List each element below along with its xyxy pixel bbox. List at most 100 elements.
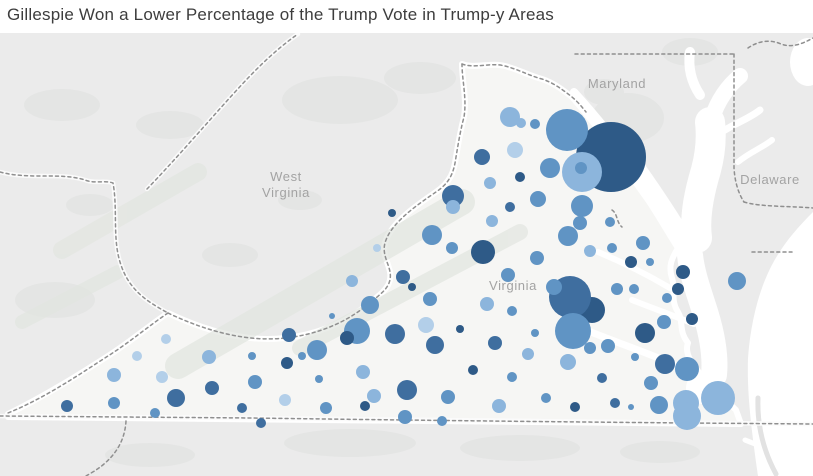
county-bubble[interactable] bbox=[422, 225, 442, 245]
county-bubble[interactable] bbox=[675, 357, 699, 381]
county-bubble[interactable] bbox=[484, 177, 496, 189]
county-bubble[interactable] bbox=[248, 352, 256, 360]
county-bubble[interactable] bbox=[515, 172, 525, 182]
county-bubble[interactable] bbox=[237, 403, 247, 413]
county-bubble[interactable] bbox=[584, 245, 596, 257]
county-bubble[interactable] bbox=[507, 306, 517, 316]
county-bubble[interactable] bbox=[107, 368, 121, 382]
county-bubble[interactable] bbox=[570, 402, 580, 412]
county-bubble[interactable] bbox=[340, 331, 354, 345]
county-bubble[interactable] bbox=[441, 390, 455, 404]
county-bubble[interactable] bbox=[373, 244, 381, 252]
county-bubble[interactable] bbox=[279, 394, 291, 406]
county-bubble[interactable] bbox=[298, 352, 306, 360]
county-bubble[interactable] bbox=[610, 398, 620, 408]
county-bubble[interactable] bbox=[507, 142, 523, 158]
county-bubble[interactable] bbox=[397, 380, 417, 400]
county-bubble[interactable] bbox=[530, 251, 544, 265]
county-bubble[interactable] bbox=[408, 283, 416, 291]
county-bubble[interactable] bbox=[644, 376, 658, 390]
county-bubble[interactable] bbox=[657, 315, 671, 329]
county-bubble[interactable] bbox=[607, 243, 617, 253]
county-bubble[interactable] bbox=[132, 351, 142, 361]
county-bubble[interactable] bbox=[398, 410, 412, 424]
county-bubble[interactable] bbox=[584, 342, 596, 354]
county-bubble[interactable] bbox=[315, 375, 323, 383]
county-bubble[interactable] bbox=[320, 402, 332, 414]
county-bubble[interactable] bbox=[540, 158, 560, 178]
county-bubble[interactable] bbox=[531, 329, 539, 337]
county-bubble[interactable] bbox=[388, 209, 396, 217]
county-bubble[interactable] bbox=[423, 292, 437, 306]
county-bubble[interactable] bbox=[108, 397, 120, 409]
county-bubble[interactable] bbox=[558, 226, 578, 246]
county-bubble[interactable] bbox=[456, 325, 464, 333]
county-bubble[interactable] bbox=[367, 389, 381, 403]
county-bubble[interactable] bbox=[474, 149, 490, 165]
county-bubble[interactable] bbox=[446, 242, 458, 254]
county-bubble[interactable] bbox=[396, 270, 410, 284]
county-bubble[interactable] bbox=[628, 404, 634, 410]
county-bubble[interactable] bbox=[446, 200, 460, 214]
county-bubble[interactable] bbox=[701, 381, 735, 415]
county-bubble[interactable] bbox=[281, 357, 293, 369]
county-bubble[interactable] bbox=[361, 296, 379, 314]
county-bubble[interactable] bbox=[631, 353, 639, 361]
county-bubble[interactable] bbox=[501, 268, 515, 282]
county-bubble[interactable] bbox=[522, 348, 534, 360]
county-bubble[interactable] bbox=[480, 297, 494, 311]
county-bubble[interactable] bbox=[167, 389, 185, 407]
county-bubble[interactable] bbox=[571, 195, 593, 217]
county-bubble[interactable] bbox=[646, 258, 654, 266]
county-bubble[interactable] bbox=[573, 216, 587, 230]
county-bubble[interactable] bbox=[307, 340, 327, 360]
county-bubble[interactable] bbox=[150, 408, 160, 418]
county-bubble[interactable] bbox=[471, 240, 495, 264]
county-bubble[interactable] bbox=[442, 185, 464, 207]
county-bubble[interactable] bbox=[728, 272, 746, 290]
county-bubble[interactable] bbox=[156, 371, 168, 383]
county-bubble[interactable] bbox=[516, 118, 526, 128]
county-bubble[interactable] bbox=[205, 381, 219, 395]
county-bubble[interactable] bbox=[202, 350, 216, 364]
county-bubble[interactable] bbox=[541, 393, 551, 403]
county-bubble[interactable] bbox=[597, 373, 607, 383]
county-bubble[interactable] bbox=[507, 372, 517, 382]
county-bubble[interactable] bbox=[575, 162, 587, 174]
county-bubble[interactable] bbox=[625, 256, 637, 268]
county-bubble[interactable] bbox=[356, 365, 370, 379]
county-bubble[interactable] bbox=[256, 418, 266, 428]
county-bubble[interactable] bbox=[546, 279, 562, 295]
county-bubble[interactable] bbox=[492, 399, 506, 413]
county-bubble[interactable] bbox=[468, 365, 478, 375]
county-bubble[interactable] bbox=[61, 400, 73, 412]
county-bubble[interactable] bbox=[530, 191, 546, 207]
county-bubble[interactable] bbox=[676, 265, 690, 279]
county-bubble[interactable] bbox=[611, 283, 623, 295]
county-bubble[interactable] bbox=[662, 293, 672, 303]
county-bubble[interactable] bbox=[488, 336, 502, 350]
county-bubble[interactable] bbox=[437, 416, 447, 426]
county-bubble[interactable] bbox=[418, 317, 434, 333]
county-bubble[interactable] bbox=[385, 324, 405, 344]
county-bubble[interactable] bbox=[426, 336, 444, 354]
county-bubble[interactable] bbox=[500, 107, 520, 127]
county-bubble[interactable] bbox=[629, 284, 639, 294]
county-bubble[interactable] bbox=[601, 339, 615, 353]
county-bubble[interactable] bbox=[282, 328, 296, 342]
county-bubble[interactable] bbox=[605, 217, 615, 227]
county-bubble[interactable] bbox=[686, 313, 698, 325]
county-bubble[interactable] bbox=[530, 119, 540, 129]
county-bubble[interactable] bbox=[636, 236, 650, 250]
county-bubble[interactable] bbox=[360, 401, 370, 411]
county-bubble[interactable] bbox=[655, 354, 675, 374]
county-bubble[interactable] bbox=[673, 402, 701, 430]
county-bubble[interactable] bbox=[546, 109, 588, 151]
county-bubble[interactable] bbox=[161, 334, 171, 344]
county-bubble[interactable] bbox=[505, 202, 515, 212]
county-bubble[interactable] bbox=[672, 283, 684, 295]
county-bubble[interactable] bbox=[650, 396, 668, 414]
county-bubble[interactable] bbox=[329, 313, 335, 319]
county-bubble[interactable] bbox=[248, 375, 262, 389]
county-bubble[interactable] bbox=[555, 313, 591, 349]
